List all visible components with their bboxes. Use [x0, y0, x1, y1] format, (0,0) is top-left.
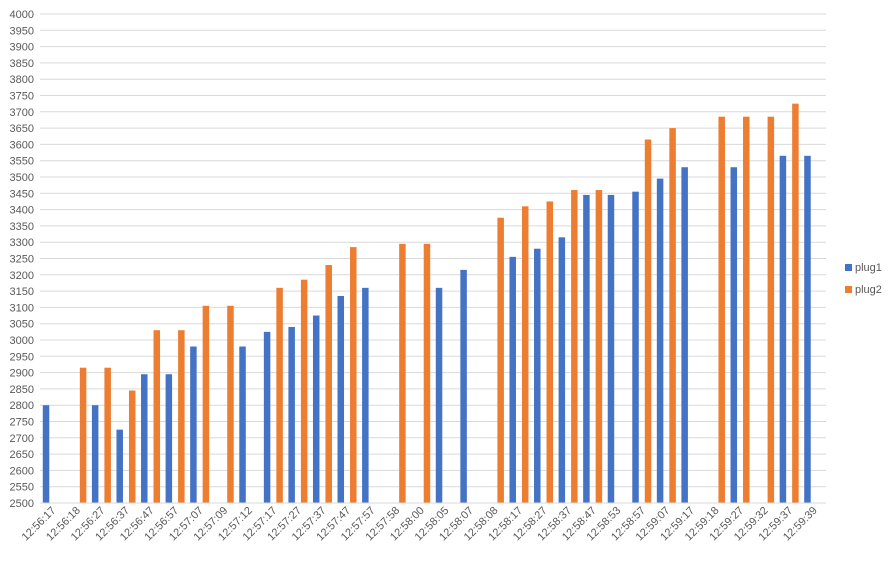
- y-tick-label: 4000: [10, 9, 34, 21]
- bar-plug1: [607, 194, 615, 503]
- bar-plug2: [202, 305, 210, 503]
- bar-plug2: [521, 206, 529, 503]
- bar-plug2: [792, 103, 799, 504]
- y-tick-label: 2800: [10, 400, 34, 412]
- y-tick-label: 3800: [10, 74, 34, 86]
- y-tick-label: 3450: [10, 188, 34, 200]
- bar-plug1: [534, 248, 541, 503]
- bar-plug1: [460, 269, 467, 503]
- bar-plug1: [632, 191, 639, 504]
- bar-plug1: [779, 155, 787, 503]
- legend-label-plug1: plug1: [855, 262, 882, 274]
- bar-plug2: [350, 247, 357, 503]
- y-tick-label: 2700: [10, 433, 34, 445]
- legend-swatch-plug1: [845, 264, 852, 271]
- y-tick-label: 2550: [10, 482, 34, 494]
- y-tick-label: 3650: [10, 123, 34, 135]
- bar-plug2: [227, 305, 234, 503]
- bar-plug1: [435, 287, 443, 503]
- legend: plug1 plug2: [845, 262, 882, 296]
- legend-swatch-plug2: [845, 286, 852, 293]
- bar-plug2: [153, 330, 161, 503]
- y-tick-label: 3250: [10, 254, 34, 266]
- y-tick-label: 2850: [10, 384, 34, 396]
- bar-plug2: [595, 190, 603, 504]
- bar-plug2: [767, 116, 775, 503]
- y-tick-label: 3850: [10, 58, 34, 70]
- y-tick-label: 3350: [10, 221, 34, 233]
- y-tick-label: 2650: [10, 449, 34, 461]
- y-tick-label: 3750: [10, 91, 34, 103]
- bar-plug2: [644, 139, 652, 503]
- y-tick-label: 3950: [10, 25, 34, 37]
- bar-plug1: [337, 295, 345, 503]
- bar-plug1: [239, 346, 246, 503]
- bar-plug2: [276, 287, 283, 503]
- bar-plug2: [423, 243, 431, 503]
- bar-plug1: [42, 405, 50, 503]
- bar-plug2: [669, 128, 676, 503]
- y-tick-label: 2500: [10, 498, 34, 510]
- bar-plug1: [362, 287, 369, 503]
- y-tick-label: 2750: [10, 417, 34, 429]
- bar-plug1: [730, 167, 738, 503]
- bar-plug1: [116, 429, 123, 503]
- bars: [42, 103, 811, 504]
- bar-plug2: [128, 390, 136, 503]
- bar-plug2: [497, 217, 504, 503]
- bar-plug1: [263, 331, 271, 503]
- bar-plug1: [288, 326, 295, 503]
- y-tick-label: 3550: [10, 156, 34, 168]
- bar-plug2: [104, 367, 111, 503]
- bar-plug1: [312, 315, 320, 503]
- bar-plug1: [656, 178, 664, 503]
- y-tick-label: 3700: [10, 107, 34, 119]
- y-tick-label: 3150: [10, 286, 34, 298]
- bar-plug1: [509, 256, 516, 503]
- bar-plug2: [718, 116, 725, 503]
- y-tick-label: 2900: [10, 368, 34, 380]
- y-tick-label: 2950: [10, 351, 34, 363]
- y-tick-label: 3300: [10, 237, 34, 249]
- y-tick-label: 3200: [10, 270, 34, 282]
- bar-plug1: [804, 155, 811, 503]
- bar-plug1: [681, 167, 688, 503]
- bar-plug2: [546, 201, 554, 503]
- y-tick-label: 2600: [10, 465, 34, 477]
- bar-plug2: [178, 330, 185, 503]
- bar-plug1: [141, 374, 148, 503]
- bar-plug2: [79, 367, 87, 503]
- bar-plug1: [165, 374, 173, 503]
- bar-plug1: [558, 237, 566, 503]
- bar-plug2: [325, 265, 332, 503]
- bar-plug2: [399, 243, 406, 503]
- y-tick-label: 3900: [10, 42, 34, 54]
- bar-plug2: [300, 279, 308, 503]
- y-tick-label: 3050: [10, 319, 34, 331]
- y-tick-label: 3500: [10, 172, 34, 184]
- y-tick-label: 3100: [10, 302, 34, 314]
- bar-plug1: [190, 346, 197, 503]
- x-axis-tick-labels: 12:56:1712:56:1812:56:2712:56:3712:56:47…: [20, 505, 820, 544]
- y-tick-label: 3400: [10, 205, 34, 217]
- bar-plug1: [91, 405, 99, 503]
- legend-label-plug2: plug2: [855, 284, 882, 296]
- bar-plug1: [583, 194, 590, 503]
- y-tick-label: 3600: [10, 139, 34, 151]
- y-axis-tick-labels: 2500 2550 2600 2650 2700 2750 2800 2850 2900 2950…: [10, 9, 34, 510]
- bar-plug2: [571, 190, 578, 504]
- bar-plug2: [743, 116, 750, 503]
- y-tick-label: 3000: [10, 335, 34, 347]
